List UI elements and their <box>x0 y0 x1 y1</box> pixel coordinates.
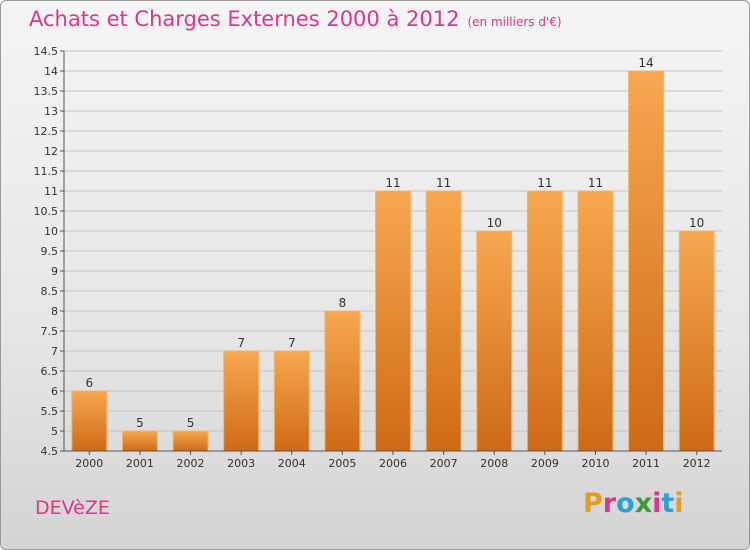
bar-2000 <box>71 390 108 452</box>
x-tick-label-2011: 2011 <box>632 457 660 470</box>
bar-2009 <box>526 190 563 452</box>
x-tick-label-2009: 2009 <box>531 457 559 470</box>
brand-letter: r <box>602 488 617 519</box>
value-label-2011: 14 <box>638 56 653 70</box>
value-label-2004: 7 <box>288 336 296 350</box>
value-label-2002: 5 <box>187 416 195 430</box>
y-tick-label: 13.5 <box>34 85 59 98</box>
y-tick-label: 5 <box>51 425 58 438</box>
y-tick-label: 11.5 <box>34 165 59 178</box>
bar-2011 <box>628 70 665 452</box>
brand-letter: t <box>661 488 675 519</box>
x-tick-label-2003: 2003 <box>227 457 255 470</box>
y-tick-label: 7 <box>51 345 58 358</box>
x-tick-label-2005: 2005 <box>328 457 356 470</box>
brand-letter: i <box>652 488 662 519</box>
value-label-2000: 6 <box>85 376 93 390</box>
brand-letter: x <box>634 488 653 519</box>
y-tick-label: 9.5 <box>41 245 59 258</box>
value-label-2007: 11 <box>436 176 451 190</box>
value-labels: 6 5 5 7 7 8 11 11 10 11 11 14 10 <box>85 56 704 430</box>
x-tick-label-2001: 2001 <box>126 457 154 470</box>
y-tick-label: 6 <box>51 385 58 398</box>
bar-2005 <box>324 310 361 452</box>
bar-2008 <box>476 230 513 452</box>
bar-2002 <box>172 430 209 452</box>
y-tick-label: 13 <box>44 105 58 118</box>
x-tick-label-2000: 2000 <box>75 457 103 470</box>
brand-letter: i <box>674 488 684 519</box>
y-tick-label: 14 <box>44 65 58 78</box>
y-tick-label: 7.5 <box>41 325 59 338</box>
y-tick-label: 11 <box>44 185 58 198</box>
x-tick-label-2007: 2007 <box>430 457 458 470</box>
chart-subtitle: (en milliers d'€) <box>467 15 562 29</box>
bar-2007 <box>425 190 462 452</box>
y-tick-label: 8 <box>51 305 58 318</box>
commune-name: DEVèZE <box>35 497 110 519</box>
y-tick-label: 12.5 <box>34 125 59 138</box>
value-label-2008: 10 <box>487 216 502 230</box>
y-tick-label: 12 <box>44 145 58 158</box>
chart-title-text: Achats et Charges Externes 2000 à 2012 <box>29 7 460 31</box>
y-tick-label: 4.5 <box>41 445 59 458</box>
bar-2006 <box>375 190 411 452</box>
chart-title: Achats et Charges Externes 2000 à 2012 (e… <box>29 7 562 31</box>
brand-logo: Proxiti <box>583 488 684 519</box>
value-label-2012: 10 <box>689 216 704 230</box>
value-label-2001: 5 <box>136 416 144 430</box>
y-tick-label: 14.5 <box>34 45 59 58</box>
brand-letter: o <box>616 488 635 519</box>
value-label-2009: 11 <box>537 176 552 190</box>
bars <box>71 70 715 452</box>
brand-letter: P <box>583 488 603 519</box>
bar-2001 <box>121 430 158 452</box>
x-tick-label-2012: 2012 <box>683 457 711 470</box>
y-tick-label: 10 <box>44 225 58 238</box>
bar-2010 <box>577 190 614 452</box>
y-tick-label: 10.5 <box>34 205 59 218</box>
bar-2004 <box>273 350 310 452</box>
value-label-2010: 11 <box>588 176 603 190</box>
x-tick-label-2002: 2002 <box>177 457 205 470</box>
value-label-2006: 11 <box>385 176 400 190</box>
bar-2003 <box>223 350 260 452</box>
y-tick-label: 8.5 <box>41 285 59 298</box>
y-tick-label: 5.5 <box>41 405 59 418</box>
x-tick-label-2008: 2008 <box>480 457 508 470</box>
value-label-2005: 8 <box>339 296 347 310</box>
x-tick-label-2004: 2004 <box>278 457 306 470</box>
y-tick-label: 6.5 <box>41 365 59 378</box>
value-label-2003: 7 <box>237 336 245 350</box>
y-tick-label: 9 <box>51 265 58 278</box>
axes: 4.5 5 5.5 6 6.5 7 7.5 8 8.5 9 9.5 10 10.5 11 11.5 12 12.… <box>34 45 722 470</box>
bar-2012 <box>678 230 715 452</box>
x-tick-label-2006: 2006 <box>379 457 407 470</box>
x-tick-label-2010: 2010 <box>581 457 609 470</box>
